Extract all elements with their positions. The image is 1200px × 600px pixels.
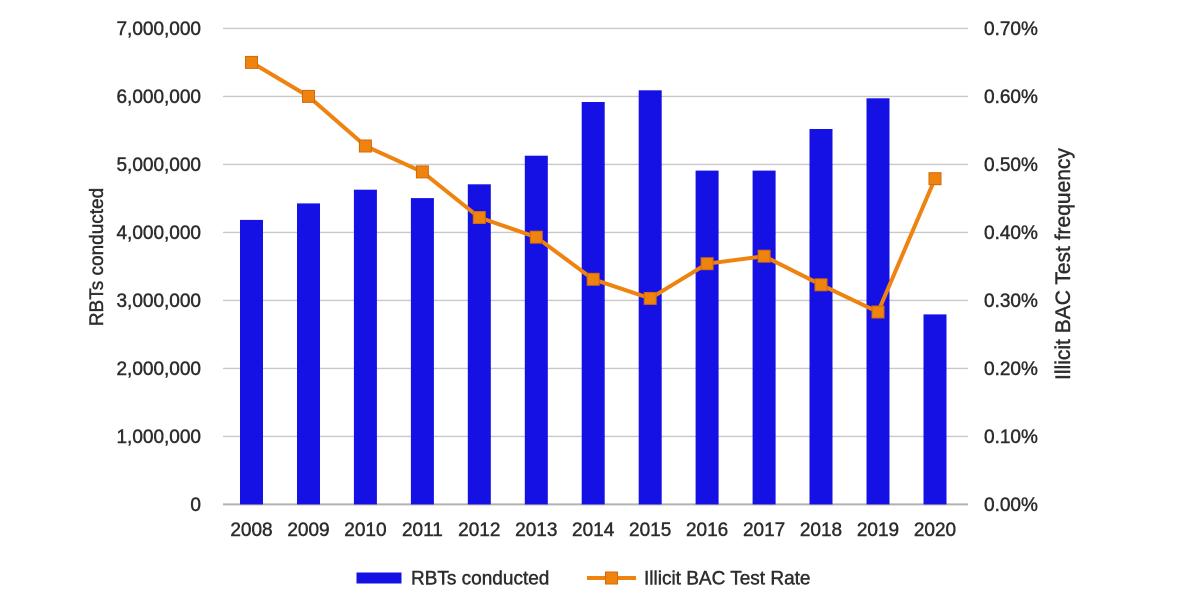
svg-text:2013: 2013 — [515, 520, 557, 541]
svg-text:2008: 2008 — [230, 520, 272, 541]
svg-text:Illicit BAC Test Rate: Illicit BAC Test Rate — [644, 569, 810, 590]
svg-text:5,000,000: 5,000,000 — [116, 155, 201, 176]
svg-text:RBTs conducted: RBTs conducted — [411, 569, 549, 590]
svg-text:0.40%: 0.40% — [984, 223, 1038, 244]
svg-text:Illicit BAC Test frequency: Illicit BAC Test frequency — [1052, 148, 1075, 380]
svg-text:2019: 2019 — [857, 520, 899, 541]
svg-text:2,000,000: 2,000,000 — [116, 359, 201, 380]
svg-text:0.50%: 0.50% — [984, 155, 1038, 176]
svg-text:RBTs conducted: RBTs conducted — [87, 188, 108, 326]
svg-text:7,000,000: 7,000,000 — [116, 19, 201, 40]
svg-text:0.70%: 0.70% — [984, 19, 1038, 40]
svg-text:4,000,000: 4,000,000 — [116, 223, 201, 244]
svg-text:3,000,000: 3,000,000 — [116, 291, 201, 312]
svg-text:2014: 2014 — [572, 520, 615, 541]
svg-text:2016: 2016 — [686, 520, 728, 541]
svg-text:2010: 2010 — [344, 520, 386, 541]
svg-text:2009: 2009 — [287, 520, 329, 541]
svg-text:2015: 2015 — [629, 520, 671, 541]
svg-text:6,000,000: 6,000,000 — [116, 87, 201, 108]
svg-text:0.10%: 0.10% — [984, 427, 1038, 448]
svg-text:1,000,000: 1,000,000 — [116, 427, 201, 448]
svg-text:2018: 2018 — [800, 520, 842, 541]
svg-text:2011: 2011 — [402, 520, 443, 541]
svg-text:0: 0 — [190, 495, 201, 516]
svg-text:0.00%: 0.00% — [984, 495, 1038, 516]
svg-text:2012: 2012 — [458, 520, 500, 541]
svg-text:2020: 2020 — [914, 520, 956, 541]
svg-text:2017: 2017 — [743, 520, 785, 541]
svg-text:0.60%: 0.60% — [984, 87, 1038, 108]
svg-text:0.30%: 0.30% — [984, 291, 1038, 312]
svg-text:0.20%: 0.20% — [984, 359, 1038, 380]
